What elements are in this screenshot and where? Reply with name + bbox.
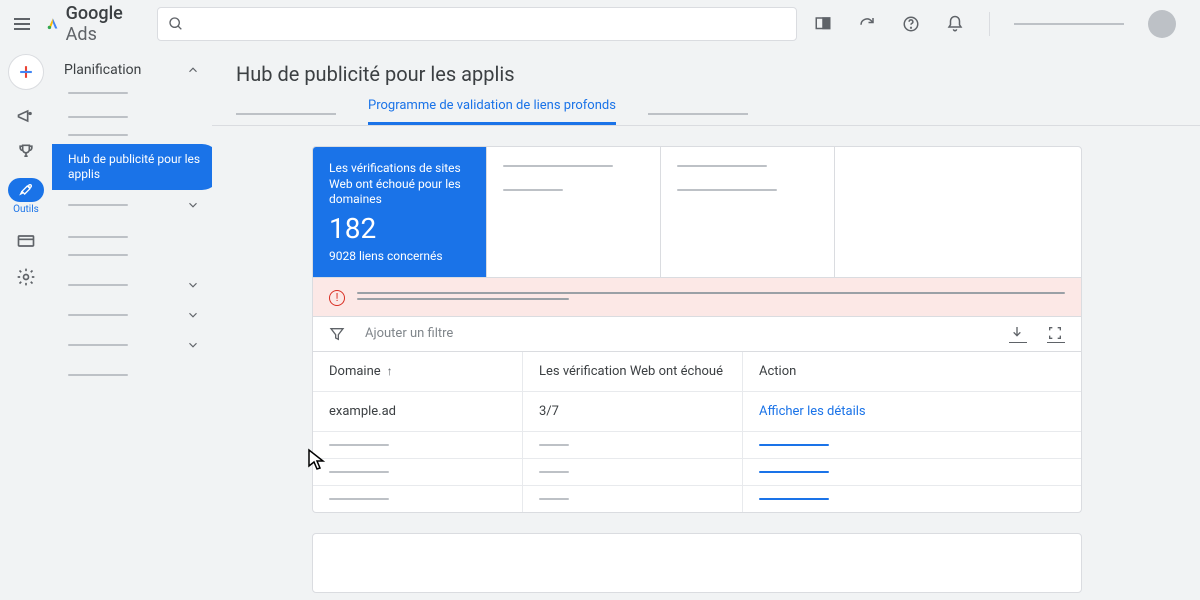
table-row <box>313 432 1081 459</box>
sidebar-item[interactable] <box>52 366 212 384</box>
tab-placeholder[interactable] <box>236 113 336 115</box>
card-title: Les vérifications de sites Web ont échou… <box>329 161 470 208</box>
sidebar-item[interactable] <box>52 300 212 330</box>
help-icon[interactable] <box>901 14 921 34</box>
rail-billing[interactable] <box>16 231 36 251</box>
tab-placeholder[interactable] <box>648 113 748 115</box>
sidebar-item[interactable] <box>52 270 212 300</box>
table-header: Domaine↑ Les vérification Web ont échoué… <box>313 352 1081 392</box>
sidebar-item[interactable] <box>52 330 212 360</box>
sort-asc-icon: ↑ <box>387 364 393 378</box>
main: Hub de publicité pour les applis Program… <box>212 48 1200 600</box>
sidebar-section-planning[interactable]: Planification <box>52 56 212 84</box>
rail-tools-label: Outils <box>13 204 39 215</box>
chevron-down-icon <box>186 338 200 352</box>
summary-card-failed[interactable]: Les vérifications de sites Web ont échou… <box>313 147 487 277</box>
rail-goals[interactable] <box>16 142 36 162</box>
megaphone-icon <box>16 106 36 126</box>
domains-table: Domaine↑ Les vérification Web ont échoué… <box>312 352 1082 513</box>
sidebar-item[interactable] <box>52 126 212 144</box>
page-title: Hub de publicité pour les applis <box>212 48 1200 90</box>
chevron-down-icon <box>186 278 200 292</box>
summary-cards: Les vérifications de sites Web ont échou… <box>312 146 1082 278</box>
topbar: Google Ads <box>0 0 1200 48</box>
refresh-icon[interactable] <box>857 14 877 34</box>
rail-campaigns[interactable] <box>16 106 36 126</box>
col-domain[interactable]: Domaine↑ <box>313 352 523 391</box>
show-details-link[interactable]: Afficher les détails <box>759 404 866 419</box>
summary-card[interactable] <box>487 147 661 277</box>
tab-deeplink-validator[interactable]: Programme de validation de liens profond… <box>368 98 616 125</box>
sidebar-selected-label: Hub de publicité pour les applis <box>68 152 200 181</box>
rail-admin[interactable] <box>16 267 36 287</box>
sidebar: Planification Hub de publicité pour les … <box>52 48 212 600</box>
col-failed[interactable]: Les vérification Web ont échoué <box>523 352 743 391</box>
chevron-down-icon <box>186 308 200 322</box>
alert-body <box>357 288 1065 304</box>
top-actions <box>813 10 1190 38</box>
sidebar-item[interactable] <box>52 84 212 102</box>
col-action[interactable]: Action <box>743 352 1081 391</box>
alert-banner: ! <box>312 278 1082 317</box>
chevron-up-icon <box>186 63 200 77</box>
gear-icon <box>16 267 36 287</box>
table-row: example.ad 3/7 Afficher les détails <box>313 392 1081 432</box>
sidebar-item[interactable] <box>52 108 212 126</box>
menu-icon[interactable] <box>10 12 34 36</box>
filter-icon[interactable] <box>329 326 345 342</box>
cell-domain: example.ad <box>313 392 523 431</box>
tabs: Programme de validation de liens profond… <box>212 90 1200 126</box>
ads-logo-icon <box>46 14 60 34</box>
app-root: Google Ads <box>0 0 1200 600</box>
sidebar-section-label: Planification <box>64 62 141 78</box>
nav-rail: Outils <box>0 48 52 600</box>
sidebar-item[interactable] <box>52 190 212 220</box>
card-subtitle: 9028 liens concernés <box>329 249 470 263</box>
brand[interactable]: Google Ads <box>46 3 129 45</box>
chevron-down-icon <box>186 198 200 212</box>
summary-card[interactable] <box>661 147 835 277</box>
plus-icon <box>16 62 36 82</box>
filter-placeholder[interactable]: Ajouter un filtre <box>365 326 453 341</box>
search-input[interactable] <box>157 7 797 41</box>
avatar[interactable] <box>1148 10 1176 38</box>
empty-panel <box>312 533 1082 593</box>
cell-failed: 3/7 <box>523 392 743 431</box>
create-button[interactable] <box>8 54 44 90</box>
body: Outils Planification Hub de publicité po… <box>0 48 1200 600</box>
brand-text: Google Ads <box>66 3 129 45</box>
rail-tools[interactable]: Outils <box>8 178 44 215</box>
notifications-icon[interactable] <box>945 14 965 34</box>
download-icon[interactable] <box>1009 325 1027 343</box>
account-placeholder[interactable] <box>1014 23 1124 25</box>
content: Les vérifications de sites Web ont échou… <box>212 126 1200 600</box>
expand-icon[interactable] <box>1047 325 1065 343</box>
search-icon <box>168 16 184 32</box>
card-icon <box>16 231 36 251</box>
divider <box>989 12 990 36</box>
tools-icon <box>18 182 34 198</box>
card-value: 182 <box>329 212 470 245</box>
sidebar-item-app-hub[interactable]: Hub de publicité pour les applis <box>52 144 220 190</box>
table-row <box>313 459 1081 486</box>
trophy-icon <box>16 142 36 162</box>
error-icon: ! <box>329 290 345 306</box>
table-row <box>313 486 1081 512</box>
summary-card-empty <box>835 147 1081 277</box>
sidebar-item[interactable] <box>52 228 212 246</box>
sidebar-item[interactable] <box>52 246 212 264</box>
filter-bar: Ajouter un filtre <box>312 317 1082 352</box>
appearance-icon[interactable] <box>813 14 833 34</box>
